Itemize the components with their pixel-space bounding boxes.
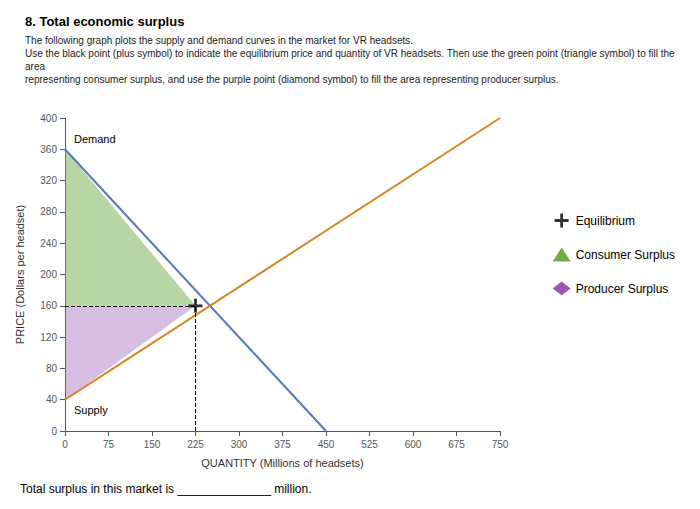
svg-text:280: 280 <box>40 206 57 217</box>
svg-text:0: 0 <box>51 426 57 437</box>
svg-text:675: 675 <box>448 439 465 450</box>
svg-text:160: 160 <box>40 300 57 311</box>
svg-text:150: 150 <box>144 439 161 450</box>
svg-text:Demand: Demand <box>74 133 116 145</box>
svg-text:600: 600 <box>405 439 422 450</box>
svg-text:300: 300 <box>231 439 248 450</box>
svg-text:400: 400 <box>40 113 57 124</box>
svg-text:PRICE (Dollars per headset): PRICE (Dollars per headset) <box>14 205 26 344</box>
svg-text:320: 320 <box>40 175 57 186</box>
svg-text:75: 75 <box>103 439 115 450</box>
svg-text:360: 360 <box>40 144 57 155</box>
svg-text:225: 225 <box>187 439 204 450</box>
svg-text:representing consumer surplus,: representing consumer surplus, and use t… <box>25 74 559 85</box>
svg-text:450: 450 <box>318 439 335 450</box>
svg-text:375: 375 <box>274 439 291 450</box>
svg-text:Total surplus in this market i: Total surplus in this market is ________… <box>20 482 312 496</box>
svg-text:The following graph plots the: The following graph plots the supply and… <box>25 35 413 46</box>
svg-text:Producer Surplus: Producer Surplus <box>576 282 669 296</box>
svg-text:120: 120 <box>40 332 57 343</box>
svg-text:80: 80 <box>46 363 58 374</box>
svg-text:40: 40 <box>46 394 58 405</box>
svg-text:area: area <box>25 61 45 72</box>
svg-text:8. Total economic surplus: 8. Total economic surplus <box>25 14 184 29</box>
svg-text:200: 200 <box>40 269 57 280</box>
svg-text:0: 0 <box>62 439 68 450</box>
svg-text:Consumer Surplus: Consumer Surplus <box>576 248 675 262</box>
svg-text:Use the black point (plus symb: Use the black point (plus symbol) to ind… <box>25 48 677 59</box>
svg-text:Equilibrium: Equilibrium <box>576 214 635 228</box>
svg-text:750: 750 <box>492 439 509 450</box>
svg-text:QUANTITY (Millions of headsets: QUANTITY (Millions of headsets) <box>201 457 363 469</box>
svg-text:525: 525 <box>361 439 378 450</box>
svg-text:240: 240 <box>40 238 57 249</box>
svg-text:Supply: Supply <box>74 404 108 416</box>
